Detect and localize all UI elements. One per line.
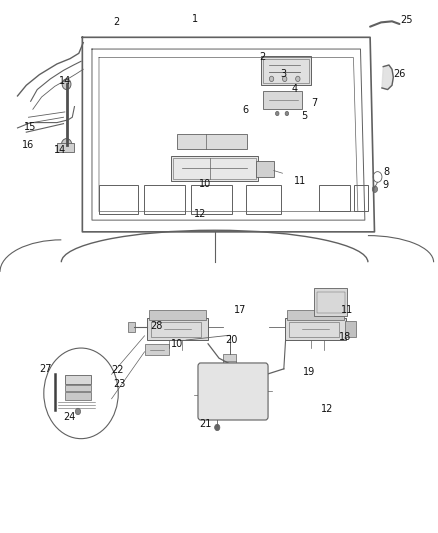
Circle shape: [62, 79, 71, 90]
Circle shape: [372, 186, 378, 192]
Circle shape: [276, 111, 279, 116]
Text: 16: 16: [22, 140, 35, 150]
Circle shape: [296, 76, 300, 82]
Text: 1: 1: [192, 14, 198, 23]
Text: 11: 11: [341, 305, 353, 315]
Circle shape: [269, 76, 274, 82]
Text: 26: 26: [393, 69, 406, 78]
Bar: [223, 354, 236, 366]
Text: 9: 9: [382, 181, 389, 190]
Text: 14: 14: [59, 76, 71, 86]
Circle shape: [215, 424, 220, 431]
Bar: [345, 321, 356, 337]
Text: 21: 21: [199, 419, 211, 429]
Bar: [314, 288, 347, 316]
Text: 12: 12: [194, 209, 207, 219]
Bar: [145, 344, 169, 355]
Bar: [319, 185, 350, 211]
Bar: [144, 185, 185, 214]
FancyBboxPatch shape: [198, 363, 268, 420]
Text: 25: 25: [400, 15, 413, 25]
Text: 2: 2: [113, 18, 119, 27]
Text: 4: 4: [291, 84, 297, 94]
Text: 23: 23: [113, 379, 125, 389]
Bar: [177, 134, 247, 149]
Bar: [263, 91, 302, 109]
Bar: [147, 318, 208, 340]
Circle shape: [283, 76, 287, 82]
Text: 6: 6: [242, 106, 248, 115]
Text: 28: 28: [151, 321, 163, 331]
Text: 10: 10: [199, 179, 211, 189]
Polygon shape: [382, 65, 393, 90]
Bar: [354, 185, 368, 211]
Text: 12: 12: [321, 405, 334, 414]
Text: 3: 3: [281, 69, 287, 78]
Text: 15: 15: [24, 122, 36, 132]
Bar: [261, 56, 311, 85]
Text: 10: 10: [171, 339, 184, 349]
Text: 14: 14: [54, 146, 67, 155]
Bar: [246, 185, 281, 214]
Bar: [256, 161, 274, 177]
Bar: [285, 318, 346, 340]
Text: 20: 20: [225, 335, 237, 345]
Circle shape: [61, 139, 72, 151]
Text: 11: 11: [294, 176, 306, 186]
Bar: [171, 156, 258, 181]
Bar: [317, 292, 345, 313]
Circle shape: [75, 408, 81, 415]
Text: 22: 22: [111, 366, 124, 375]
Bar: [128, 322, 135, 332]
Bar: [289, 322, 339, 337]
Text: 19: 19: [303, 367, 315, 377]
Text: 2: 2: [260, 52, 266, 62]
Bar: [204, 390, 230, 413]
Text: 7: 7: [311, 99, 318, 108]
Bar: [151, 322, 201, 337]
Text: 5: 5: [301, 111, 307, 120]
Text: 8: 8: [383, 167, 389, 177]
Text: 18: 18: [339, 332, 351, 342]
Bar: [263, 59, 309, 83]
Text: 17: 17: [234, 305, 246, 315]
Bar: [191, 185, 232, 214]
Text: 27: 27: [40, 364, 52, 374]
Bar: [65, 392, 91, 400]
Bar: [65, 385, 91, 391]
Bar: [149, 310, 206, 320]
Bar: [57, 143, 74, 152]
Bar: [234, 390, 260, 413]
Bar: [65, 375, 91, 384]
Bar: [173, 158, 256, 179]
Text: 24: 24: [63, 412, 75, 422]
Circle shape: [285, 111, 289, 116]
Bar: [287, 310, 344, 320]
Bar: [99, 185, 138, 214]
